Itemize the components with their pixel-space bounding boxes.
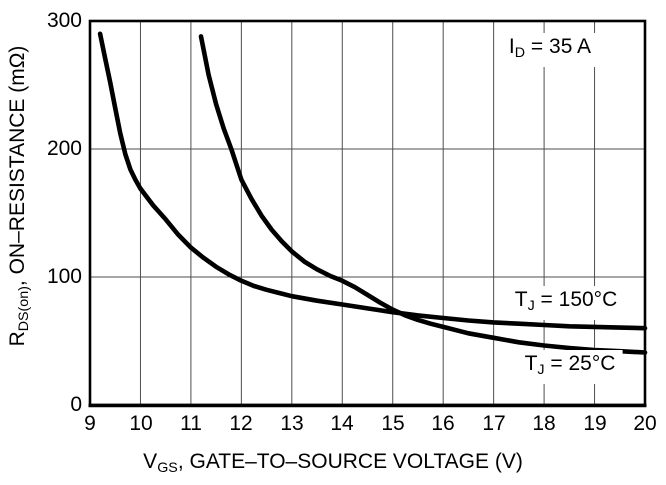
curve-label-sub: J (527, 297, 535, 314)
x-tick-label: 13 (280, 412, 304, 435)
x-tick-label: 16 (431, 412, 455, 435)
curve-label-tj-25c: TJ = 25°C (517, 350, 623, 384)
annotation-drain-current: ID = 35 A (501, 33, 599, 67)
y-axis-title-base: R (6, 331, 30, 347)
x-tick-label: 9 (84, 412, 96, 435)
x-axis-title: VGS, GATE–TO–SOURCE VOLTAGE (V) (53, 450, 613, 480)
x-tick-label: 10 (129, 412, 153, 435)
y-axis-title: RDS(on), ON–RESISTANCE (mΩ) (6, 46, 36, 347)
x-tick-label: 14 (330, 412, 354, 435)
y-tick-label: 200 (46, 137, 82, 160)
curve-tj-25c (198, 34, 648, 355)
y-tick-label: 300 (46, 9, 82, 32)
curve-label-base: T (514, 288, 528, 312)
curve-label-tj-150c: TJ = 150°C (507, 286, 625, 320)
x-tick-label: 18 (532, 412, 556, 435)
annotation-base: I (508, 35, 515, 59)
y-tick-label: 0 (70, 393, 82, 416)
x-tick-label: 15 (381, 412, 405, 435)
x-axis-title-base: V (143, 450, 158, 473)
curve-label-rest: = 150°C (534, 288, 618, 312)
y-axis-title-sub: DS(on) (15, 286, 32, 332)
curve-tj-150c (97, 31, 648, 331)
x-tick-label: 12 (229, 412, 253, 435)
x-tick-label: 20 (633, 412, 657, 435)
x-axis-title-sub: GS (157, 459, 178, 476)
curve-label-rest: = 25°C (544, 352, 616, 376)
x-tick-label: 19 (583, 412, 607, 435)
x-axis-title-rest: , GATE–TO–SOURCE VOLTAGE (V) (177, 450, 523, 473)
curve-label-base: T (524, 352, 538, 376)
y-axis-title-rest: , ON–RESISTANCE (mΩ) (6, 45, 30, 287)
y-tick-label: 100 (46, 265, 82, 288)
x-tick-label: 11 (180, 412, 202, 435)
curve-label-sub: J (537, 361, 545, 378)
annotation-rest: = 35 A (525, 35, 592, 59)
annotation-sub: D (514, 44, 526, 61)
x-tick-label: 17 (482, 412, 506, 435)
